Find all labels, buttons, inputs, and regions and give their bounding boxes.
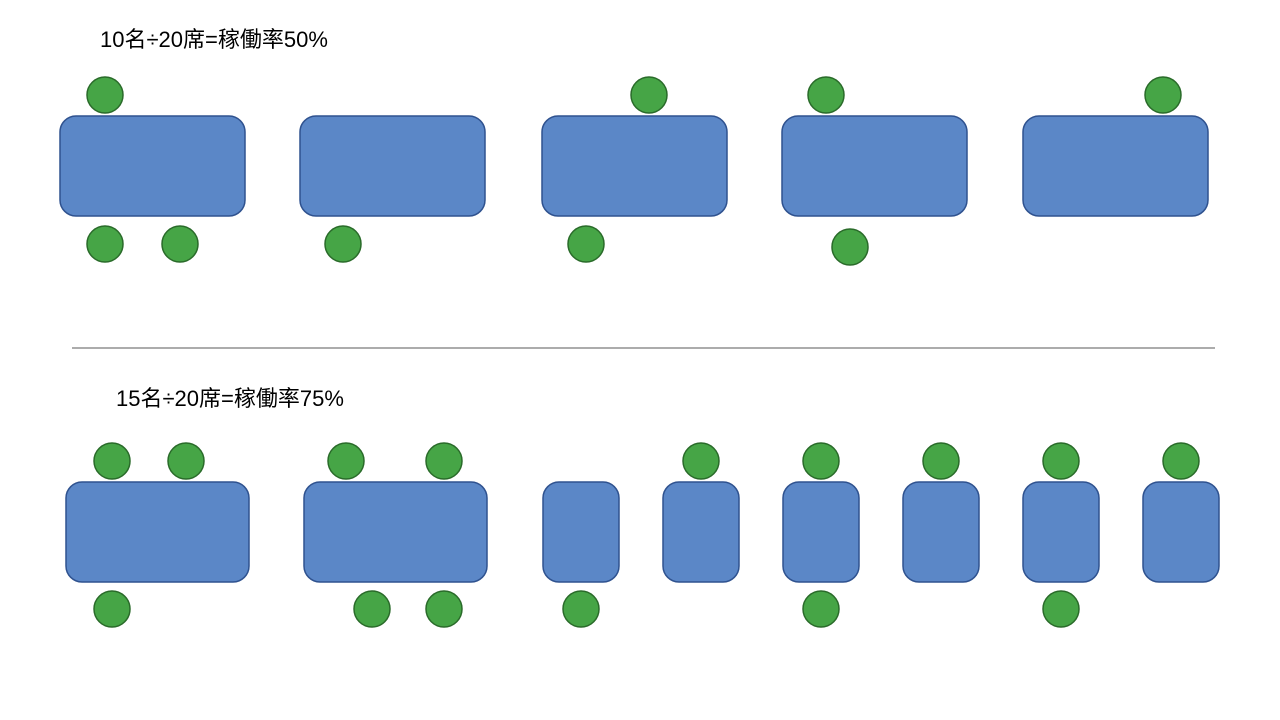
table-icon [1023, 116, 1208, 216]
seat-icon [94, 591, 130, 627]
seat-icon [808, 77, 844, 113]
seat-icon [832, 229, 868, 265]
seat-icon [631, 77, 667, 113]
seat-icon [563, 591, 599, 627]
seat-icon [168, 443, 204, 479]
seat-icon [1043, 591, 1079, 627]
seat-icon [87, 226, 123, 262]
table-icon [1023, 482, 1099, 582]
seat-icon [568, 226, 604, 262]
section-title: 10名÷20席=稼働率50% [100, 27, 328, 52]
seating-diagram: 10名÷20席=稼働率50% 15名÷20席=稼働率75% [0, 0, 1280, 720]
seat-icon [803, 443, 839, 479]
seat-icon [803, 591, 839, 627]
seat-icon [426, 443, 462, 479]
seat-icon [354, 591, 390, 627]
table-icon [663, 482, 739, 582]
table-icon [783, 482, 859, 582]
table-icon [782, 116, 967, 216]
seat-icon [683, 443, 719, 479]
table-icon [300, 116, 485, 216]
table-icon [903, 482, 979, 582]
seat-icon [94, 443, 130, 479]
seat-icon [87, 77, 123, 113]
seat-icon [325, 226, 361, 262]
table-icon [304, 482, 487, 582]
table-icon [60, 116, 245, 216]
section-title: 15名÷20席=稼働率75% [116, 386, 344, 411]
seat-icon [162, 226, 198, 262]
table-icon [66, 482, 249, 582]
seat-icon [1043, 443, 1079, 479]
seat-icon [1145, 77, 1181, 113]
table-icon [1143, 482, 1219, 582]
seat-icon [328, 443, 364, 479]
table-icon [542, 116, 727, 216]
seat-icon [426, 591, 462, 627]
table-icon [543, 482, 619, 582]
seat-icon [1163, 443, 1199, 479]
seat-icon [923, 443, 959, 479]
